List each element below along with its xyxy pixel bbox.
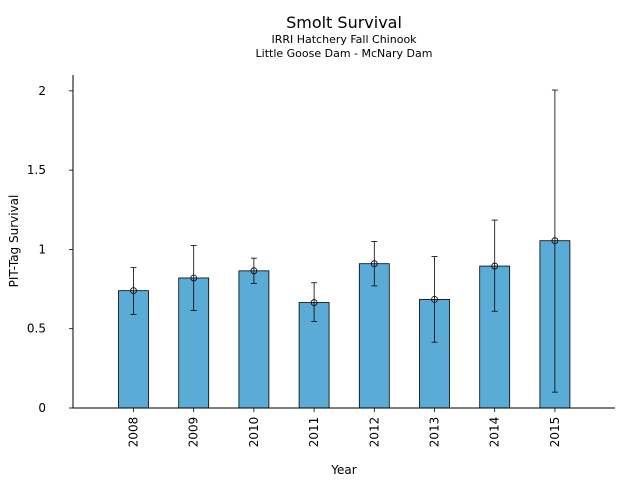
x-tick-label-2014: 2014: [488, 417, 502, 448]
bars-layer: [118, 240, 571, 409]
x-axis-label: Year: [330, 463, 356, 477]
x-tick-label-2008: 2008: [127, 417, 141, 448]
x-tick-label-2015: 2015: [548, 417, 562, 448]
y-tick-label-1: 1: [38, 242, 46, 256]
mean-point-2015: [551, 237, 559, 245]
y-tick-label-2: 2: [38, 84, 46, 98]
chart-title: Smolt Survival: [286, 13, 402, 32]
x-tick-label-2010: 2010: [247, 417, 261, 448]
mean-point-2010: [250, 267, 258, 275]
mean-point-2011: [310, 299, 318, 306]
y-ticks-layer: 0 0.5 1 1.5 2: [27, 84, 73, 415]
y-tick-label-0.5: 0.5: [27, 322, 46, 336]
mean-point-2013: [431, 295, 438, 303]
mean-point-2014: [491, 262, 499, 270]
x-tick-label-2012: 2012: [367, 417, 381, 448]
x-tick-label-2013: 2013: [428, 417, 442, 448]
mean-point-2009: [190, 274, 198, 282]
bar-2010: [238, 270, 270, 409]
y-axis-label: PIT-Tag Survival: [7, 195, 21, 288]
bar-2012: [358, 263, 390, 409]
mean-point-2012: [370, 260, 378, 268]
x-tick-label-2009: 2009: [187, 417, 201, 448]
x-tick-label-2011: 2011: [307, 417, 321, 448]
mean-point-2008: [130, 287, 137, 295]
chart-subtitle-line-2: Little Goose Dam - McNary Dam: [256, 47, 433, 60]
y-tick-label-1.5: 1.5: [27, 163, 46, 177]
error-bars-layer: [130, 89, 558, 393]
chart-subtitle-line-1: IRRI Hatchery Fall Chinook: [271, 33, 417, 46]
mean-points-layer: [130, 237, 559, 306]
y-tick-label-0: 0: [38, 401, 46, 415]
x-ticks-layer: 2008 2009 2010 2011 2012 2013 2014 2015: [127, 408, 562, 447]
